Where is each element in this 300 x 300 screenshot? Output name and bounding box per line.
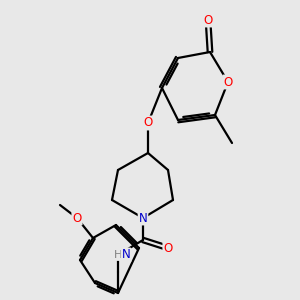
Text: N: N [122, 248, 130, 262]
Text: N: N [139, 212, 147, 224]
Text: H: H [114, 250, 122, 260]
Text: O: O [72, 212, 82, 224]
Text: O: O [203, 14, 213, 26]
Text: O: O [143, 116, 153, 130]
Text: O: O [164, 242, 172, 254]
Text: O: O [224, 76, 232, 88]
